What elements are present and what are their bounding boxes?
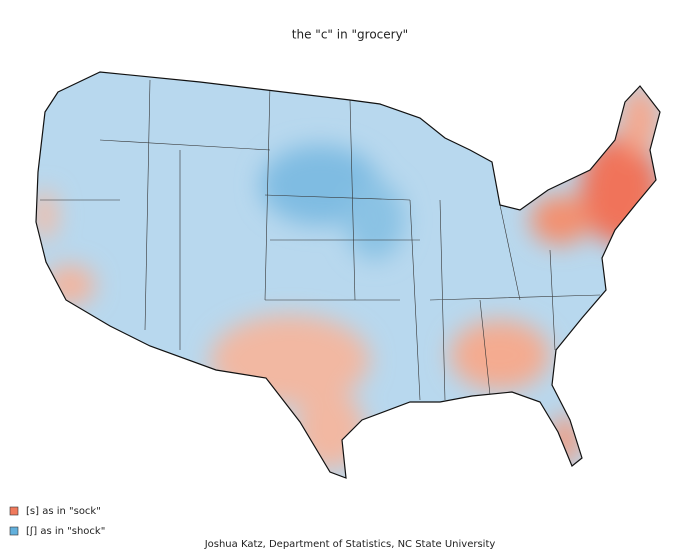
legend-label: [s] as in "sock" <box>26 506 101 517</box>
legend-swatch <box>9 526 19 536</box>
legend-label: [ʃ] as in "shock" <box>26 526 105 537</box>
state-borders <box>40 79 601 401</box>
legend-swatch <box>9 506 19 516</box>
legend: [s] as in "sock" [ʃ] as in "shock" <box>9 506 105 537</box>
map-title: the "c" in "grocery" <box>292 28 408 42</box>
map-area <box>36 72 660 478</box>
credit: Joshua Katz, Department of Statistics, N… <box>204 539 496 550</box>
